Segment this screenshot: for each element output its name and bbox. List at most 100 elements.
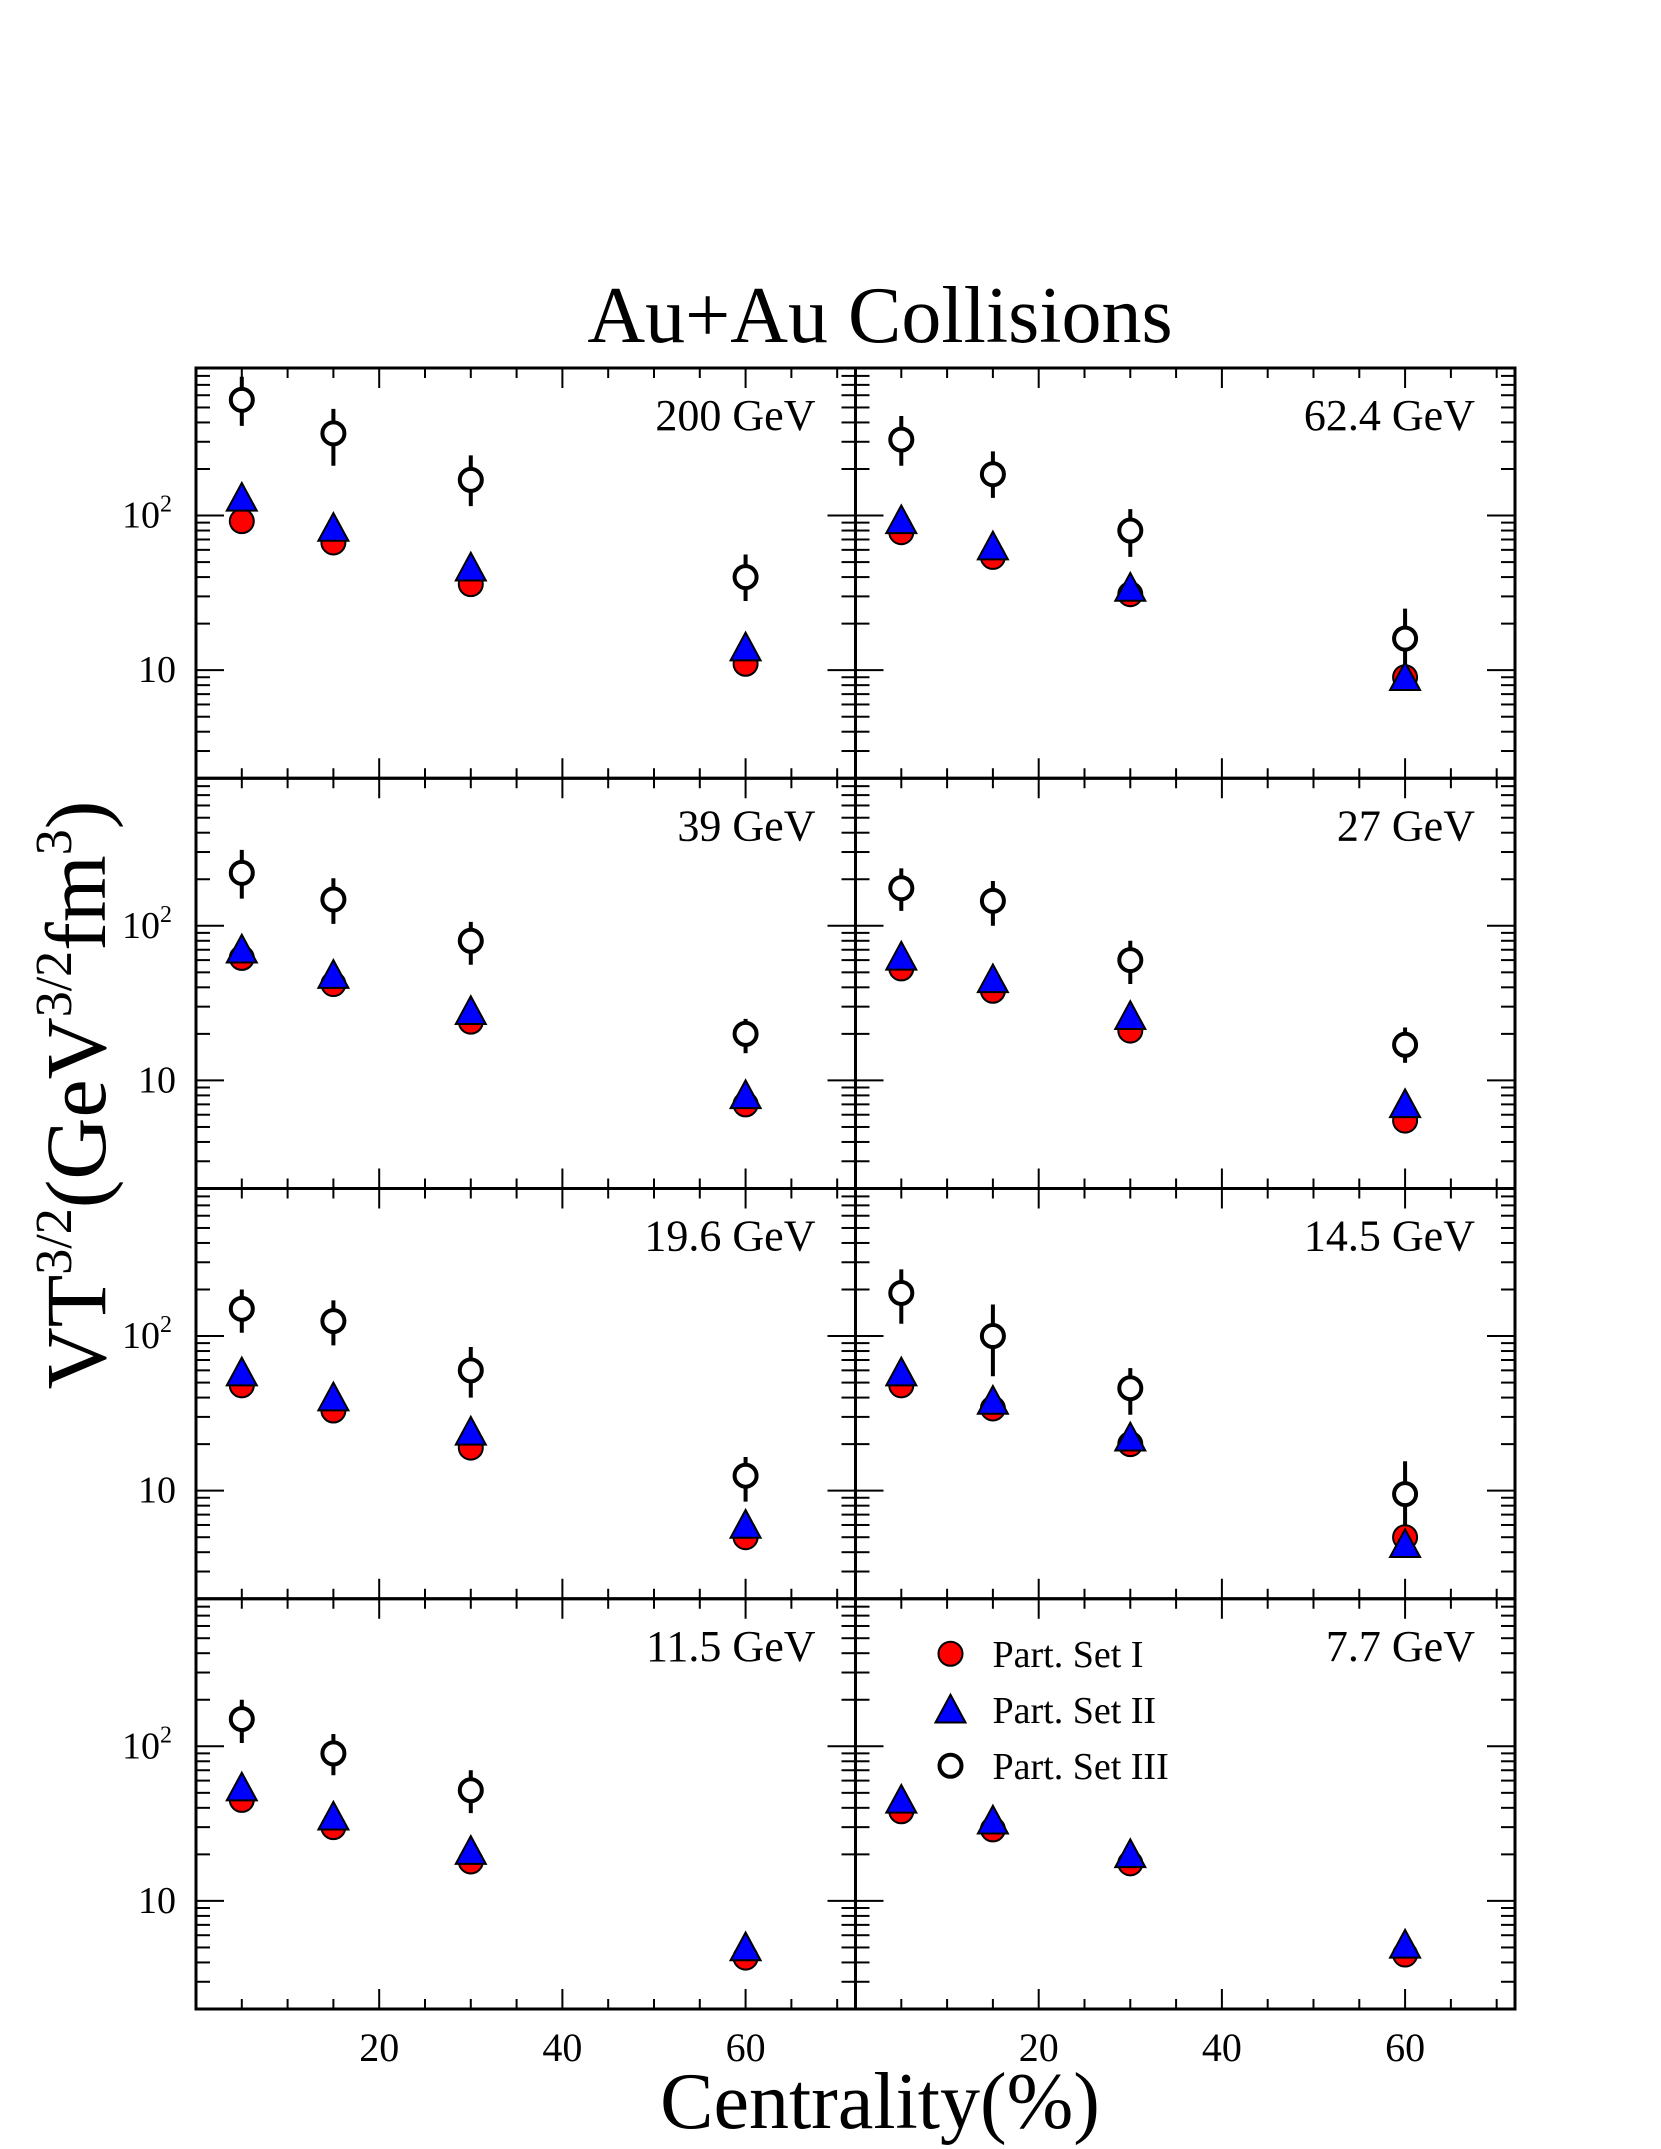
set2-point [976, 962, 1010, 994]
set2-point [728, 1930, 763, 1962]
set3-point [732, 1462, 759, 1489]
y-tick-label-10: 10 [138, 1059, 176, 1101]
legend-label-3: Part. Set III [993, 1746, 1169, 1788]
set2-point [1113, 999, 1147, 1031]
set2-point [225, 480, 259, 512]
legend-item-1: Part. Set I [937, 1634, 1143, 1676]
set3-point [228, 859, 255, 886]
y-label-sup: 3/2 [26, 1208, 83, 1274]
set3-point [228, 1706, 255, 1733]
set2-point [884, 1355, 918, 1387]
panel-7-7-gev-frame [854, 1597, 1517, 2011]
y-label-unit-sup1: 3/2 [26, 951, 83, 1017]
set2-point [728, 1507, 763, 1539]
legend: Part. Set I Part. Set II Part. Set III [933, 1634, 1169, 1788]
set3-point [457, 1777, 484, 1804]
panel-14-5-gev-label: 14.5 GeV [1304, 1212, 1475, 1261]
x-tick-label-60: 60 [1385, 2025, 1425, 2070]
panel-19-6-gev-label: 19.6 GeV [644, 1212, 815, 1261]
legend-marker-set1 [937, 1640, 964, 1667]
y-axis-label: VT3/2(GeV3/2fm3) [26, 801, 124, 1390]
y-label-unit-sup2: 3 [26, 829, 83, 855]
set2-point [1388, 1927, 1422, 1959]
set2-point [1388, 1527, 1422, 1559]
set2-point [1113, 1837, 1147, 1869]
y-tick-label-10: 10 [138, 649, 176, 691]
set2-point [1113, 570, 1147, 602]
y-tick-label-100: 102 [122, 1722, 172, 1767]
set2-point [316, 1380, 351, 1412]
x-tick-label-40: 40 [542, 2025, 582, 2070]
set3-point [320, 1740, 347, 1767]
svg-text:VT3/2(GeV3/2fm3): VT3/2(GeV3/2fm3) [26, 801, 124, 1390]
set2-point [225, 1770, 259, 1802]
set3-point [457, 927, 484, 954]
y-label-unit-fm: fm [28, 855, 124, 951]
set3-point [457, 1357, 484, 1384]
panel-62-4-gev-label: 62.4 GeV [1304, 391, 1475, 440]
set3-point [979, 461, 1006, 488]
set3-point [979, 887, 1006, 914]
set2-point [1113, 1420, 1147, 1452]
legend-marker-set2 [933, 1692, 968, 1724]
set3-point [1117, 1375, 1144, 1402]
y-tick-label-100-base: 10 [122, 1725, 160, 1767]
set2-point [976, 1383, 1010, 1415]
set2-point [454, 1833, 488, 1865]
y-tick-label-100: 102 [122, 1312, 172, 1357]
panel-27-gev: 27 GeV [854, 776, 1517, 1190]
panel-62-4-gev: 62.4 GeV [854, 366, 1517, 780]
set2-point [728, 1078, 763, 1110]
set2-point [316, 957, 351, 989]
x-axis-label: Centrality(%) [660, 2058, 1100, 2146]
set2-point [884, 939, 918, 971]
x-tick-label-60: 60 [726, 2025, 766, 2070]
set1-point [228, 508, 255, 535]
set3-point [1392, 1481, 1419, 1508]
set3-point [732, 564, 759, 591]
legend-label-2: Part. Set II [993, 1690, 1157, 1732]
y-tick-label-100-exp: 2 [160, 902, 172, 928]
set3-point [888, 1279, 915, 1306]
set2-point [976, 529, 1010, 561]
set3-point [320, 420, 347, 447]
legend-marker-set3 [937, 1752, 964, 1779]
set2-point [454, 550, 488, 582]
legend-item-2: Part. Set II [933, 1690, 1157, 1732]
set2-point [225, 1355, 259, 1387]
set3-point [1392, 1031, 1419, 1058]
panel-11-5-gev-label: 11.5 GeV [646, 1622, 816, 1671]
y-tick-label-100-base: 10 [122, 905, 160, 947]
set2-point [976, 1803, 1010, 1835]
y-tick-label-100-exp: 2 [160, 1722, 172, 1748]
y-label-main: VT [28, 1275, 124, 1390]
panel-200-gev-label: 200 GeV [655, 391, 815, 440]
set2-point [884, 1782, 918, 1814]
set2-point [728, 630, 763, 662]
y-tick-label-10: 10 [138, 1880, 176, 1922]
y-tick-label-100-base: 10 [122, 495, 160, 537]
set3-point [1117, 517, 1144, 544]
set2-point [1388, 1087, 1422, 1119]
set2-point [454, 994, 488, 1026]
y-tick-label-100: 102 [122, 492, 172, 537]
set3-point [320, 1308, 347, 1335]
set3-point [1117, 947, 1144, 974]
set2-point [454, 1414, 488, 1446]
figure-title: Au+Au Collisions [587, 272, 1172, 360]
set3-point [457, 466, 484, 493]
set2-point [316, 510, 351, 542]
x-tick-label-20: 20 [1019, 2025, 1059, 2070]
set3-point [228, 386, 255, 413]
y-tick-label-100-exp: 2 [160, 1312, 172, 1338]
x-tick-label-40: 40 [1202, 2025, 1242, 2070]
set3-point [228, 1295, 255, 1322]
panel-14-5-gev: 14.5 GeV [854, 1187, 1517, 1601]
